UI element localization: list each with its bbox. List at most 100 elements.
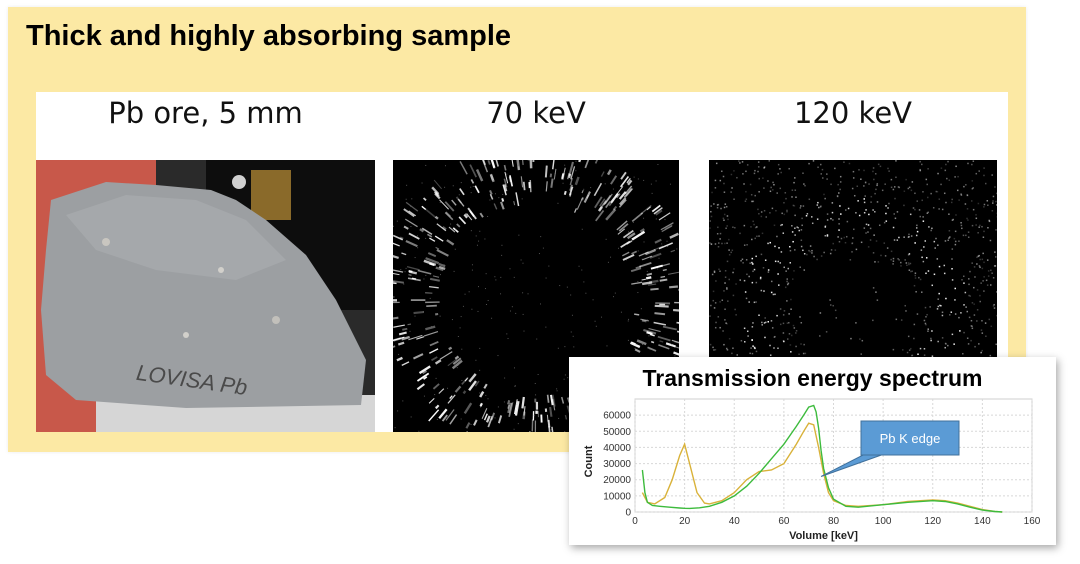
noise-dot [874,192,876,195]
speckle [408,274,412,276]
noise-dot [799,316,801,318]
noise-dot [911,354,914,357]
series-line-yellow [641,422,1003,513]
speckle [424,208,437,219]
noise-dot [765,321,767,324]
noise-dot [911,270,913,272]
noise-dot [571,314,573,316]
noise-dot [444,186,446,188]
noise-dot [713,349,715,351]
noise-dot [728,337,731,340]
speckle [620,176,630,188]
noise-dot [734,308,736,311]
noise-dot [760,253,763,256]
noise-dot [863,227,866,229]
noise-dot [838,218,840,220]
speckle [544,165,548,178]
speckle [436,249,449,257]
noise-dot [506,333,508,335]
noise-dot [819,335,821,337]
speckle [435,404,440,410]
noise-dot [471,269,473,271]
noise-dot [776,314,778,317]
noise-dot [564,374,566,376]
noise-dot [951,279,954,281]
speckle [583,191,591,203]
noise-dot [601,207,603,209]
noise-dot [491,317,493,319]
noise-dot [819,312,822,314]
noise-dot [937,340,939,343]
noise-dot [851,251,853,253]
noise-dot [770,280,773,283]
noise-dot [992,202,994,204]
noise-dot [903,190,906,193]
noise-dot [423,278,425,280]
noise-dot [434,394,436,396]
noise-dot [826,213,829,215]
noise-dot [795,330,798,332]
noise-dot [752,200,755,203]
speckle [438,265,446,270]
noise-dot [949,314,951,316]
noise-dot [457,364,459,366]
noise-dot [754,194,756,197]
noise-dot [919,169,922,172]
noise-dot [964,291,967,294]
noise-dot [402,400,404,402]
y-tick-label: 50000 [603,427,631,438]
noise-dot [978,265,981,267]
noise-dot [773,224,776,227]
noise-dot [786,300,788,302]
noise-dot [981,319,983,322]
noise-dot [773,336,776,338]
noise-dot [758,235,760,237]
speckle [653,207,663,215]
speckle [429,348,439,354]
noise-dot [936,190,939,193]
noise-dot [633,176,635,178]
noise-dot [893,186,896,188]
speckle [641,278,646,281]
noise-dot [484,288,486,290]
speckle [422,197,427,201]
noise-dot [963,282,965,284]
noise-dot [858,169,860,171]
noise-dot [762,267,765,269]
noise-dot [716,233,719,235]
noise-dot [661,243,663,245]
noise-dot [992,305,995,307]
noise-dot [736,354,738,356]
noise-dot [722,175,725,178]
speckle [520,176,524,188]
noise-dot [973,266,976,268]
noise-dot [730,191,732,193]
noise-dot [972,187,974,189]
noise-dot [712,346,714,349]
speckle [384,345,396,351]
noise-dot [980,282,982,284]
noise-dot [982,280,984,282]
noise-dot [783,266,785,269]
speckle [425,325,436,331]
noise-dot [788,167,790,170]
noise-dot [760,289,763,292]
noise-dot [677,233,679,235]
noise-dot [523,330,525,332]
noise-dot [725,322,727,324]
noise-dot [535,394,537,396]
noise-dot [475,419,477,421]
noise-dot [983,206,985,208]
pb-ore-photo: LOVISA Pb [36,160,375,432]
speckle [515,192,520,207]
speckle [408,210,417,217]
speckle [413,310,425,315]
noise-dot [853,228,855,231]
noise-dot [809,245,812,247]
noise-dot [764,317,766,319]
noise-dot [836,195,839,197]
noise-dot [436,418,438,420]
noise-dot [934,247,936,249]
noise-dot [863,185,865,187]
noise-dot [831,202,834,204]
